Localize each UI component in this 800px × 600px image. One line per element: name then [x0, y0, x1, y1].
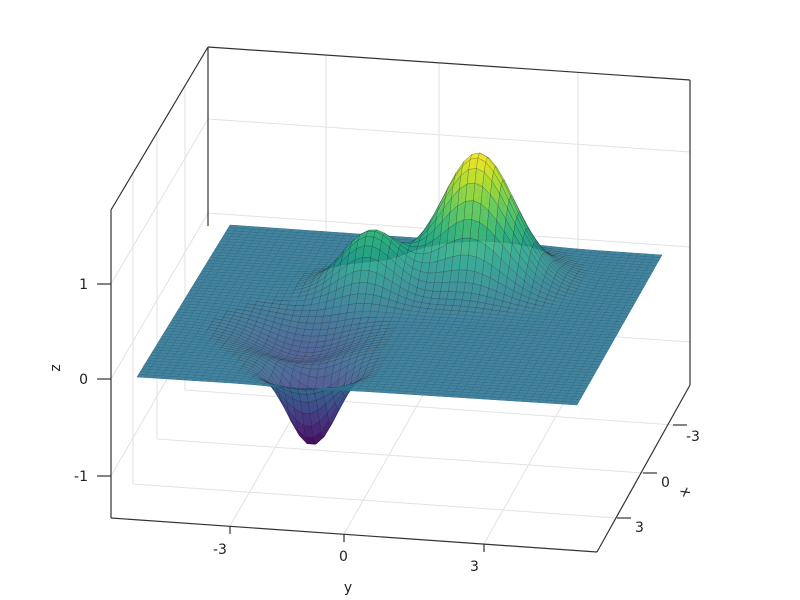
- axes: -1 0 1 -3 0 3 -3 0 3 z y x: [48, 210, 700, 596]
- surface: [136, 152, 663, 445]
- axis-frame: [110, 46, 691, 385]
- back-wall-gridline: [207, 118, 691, 153]
- z-tick-label: -1: [74, 469, 88, 485]
- z-axis-label: z: [48, 364, 64, 371]
- top-back-edge: [207, 46, 691, 81]
- top-left-edge: [110, 46, 209, 211]
- y-tick-label: 0: [339, 549, 348, 565]
- side-wall-gridline: [110, 212, 209, 380]
- floor-gridline: [156, 438, 644, 474]
- x-tick-label: 0: [661, 475, 670, 491]
- z-tick-label: 1: [79, 277, 88, 293]
- x-axis: [596, 384, 691, 553]
- y-axis: [110, 517, 598, 553]
- x-tick-label: 3: [635, 520, 644, 536]
- y-axis-label: y: [344, 580, 352, 596]
- z-tick-label: 0: [79, 372, 88, 388]
- floor-gridline: [483, 376, 579, 545]
- floor-gridline: [184, 389, 674, 426]
- y-tick-label: 3: [470, 559, 479, 575]
- y-tick-label: -3: [213, 542, 227, 558]
- floor-gridline: [132, 483, 618, 519]
- surface-cell: [568, 401, 579, 406]
- x-axis-label: x: [676, 484, 694, 499]
- x-tick-label: -3: [686, 429, 700, 445]
- side-wall-gridline: [110, 118, 209, 285]
